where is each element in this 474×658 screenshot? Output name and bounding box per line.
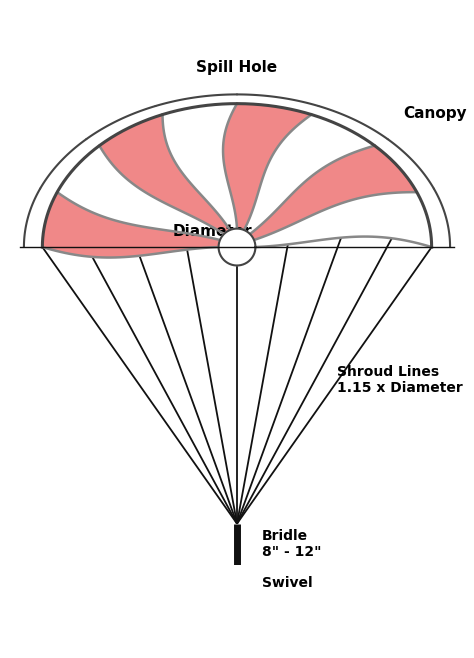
Polygon shape <box>100 114 230 234</box>
Polygon shape <box>86 106 163 145</box>
Polygon shape <box>24 189 57 247</box>
Polygon shape <box>250 145 417 240</box>
Polygon shape <box>374 139 434 192</box>
Polygon shape <box>244 114 374 234</box>
Polygon shape <box>57 145 224 240</box>
Polygon shape <box>163 103 237 230</box>
Polygon shape <box>237 94 319 114</box>
Text: Canopy: Canopy <box>403 107 466 121</box>
Text: Bridle
8" - 12": Bridle 8" - 12" <box>262 529 321 559</box>
Text: Shroud Lines
1.15 x Diameter: Shroud Lines 1.15 x Diameter <box>337 365 462 395</box>
Polygon shape <box>254 192 432 247</box>
Polygon shape <box>219 228 255 265</box>
Polygon shape <box>42 192 220 257</box>
Polygon shape <box>311 106 388 145</box>
Polygon shape <box>223 103 311 230</box>
Text: Spill Hole: Spill Hole <box>196 60 278 75</box>
Polygon shape <box>40 139 100 192</box>
Polygon shape <box>155 94 237 114</box>
Text: Swivel: Swivel <box>262 576 312 590</box>
Text: Diameter: Diameter <box>173 224 252 239</box>
Bar <box>229 575 245 592</box>
Polygon shape <box>417 189 450 247</box>
